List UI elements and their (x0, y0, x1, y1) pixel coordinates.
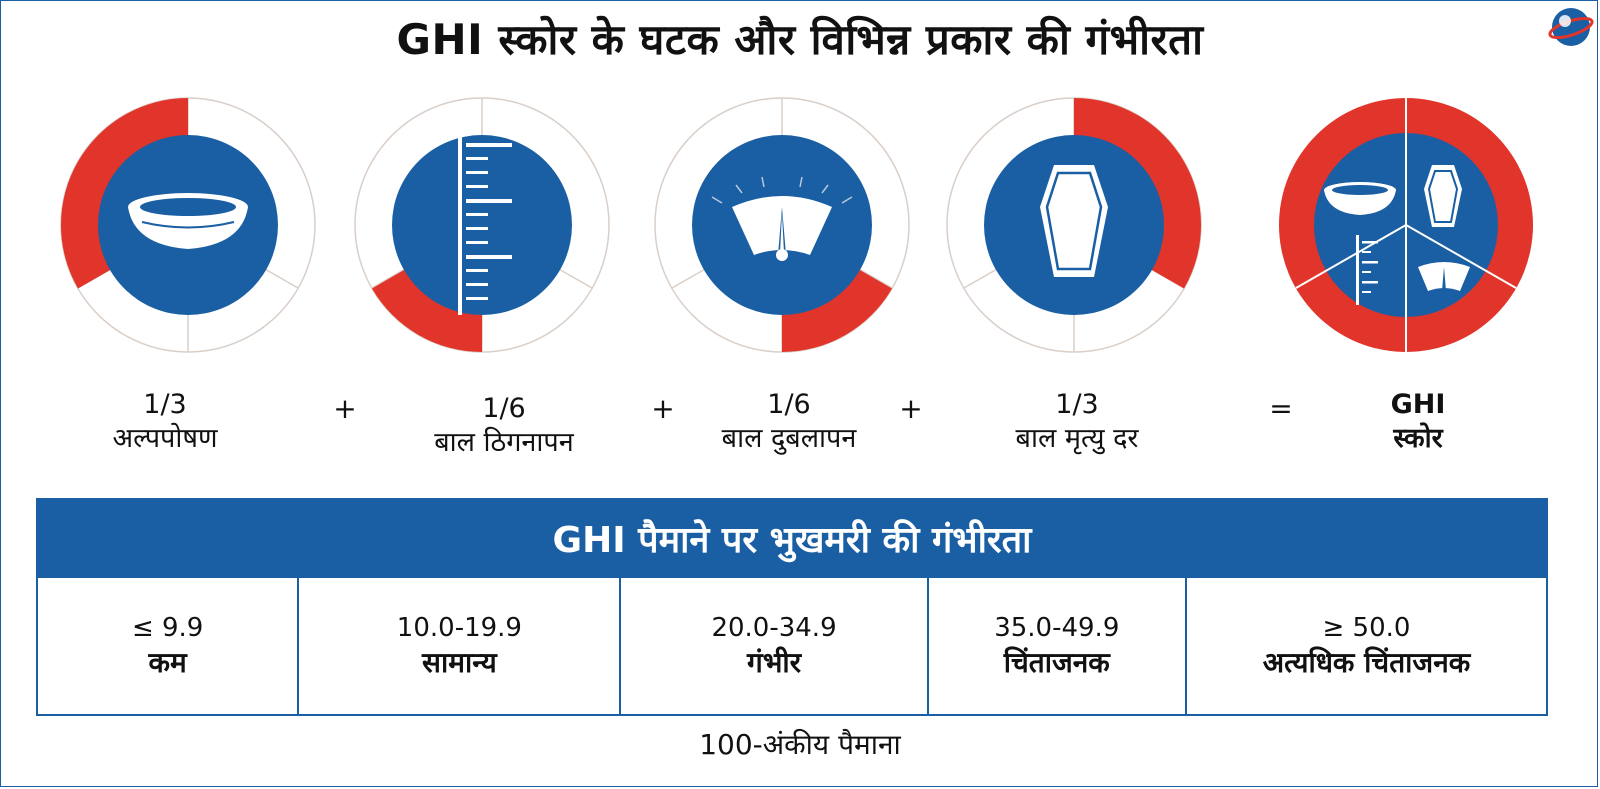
undernourishment-label: अल्पपोषण (112, 423, 218, 454)
child-mortality-caption: 1/3 बाल मृत्यु दर (947, 388, 1207, 456)
child-wasting-chart (654, 97, 910, 353)
scale-footnote: 100-अंकीय पैमाना (699, 728, 901, 761)
severity-range: 35.0-49.9 (994, 613, 1120, 643)
severity-label: अत्यधिक चिंताजनक (1262, 646, 1471, 679)
severity-label: सामान्य (422, 646, 497, 679)
child-wasting-caption: 1/6 बाल दुबलापन (659, 388, 919, 456)
child-stunting-chart (354, 97, 610, 353)
child-stunting-fraction: 1/6 (482, 393, 526, 424)
child-wasting-label: बाल दुबलापन (721, 423, 857, 454)
severity-scale-table: ≤ 9.9 कम 10.0-19.9 सामान्य 20.0-34.9 गंभ… (36, 578, 1548, 716)
plus-operator: + (651, 392, 675, 425)
ghi-score-chart (1279, 98, 1533, 352)
severity-level-alarming: 35.0-49.9 चिंताजनक (929, 578, 1187, 714)
ghi-composite-icon (1324, 165, 1470, 305)
ghi-score-line1: GHI (1390, 389, 1446, 420)
severity-label: कम (148, 646, 187, 679)
severity-range: 20.0-34.9 (711, 613, 837, 643)
severity-range: 10.0-19.9 (396, 613, 522, 643)
ghi-score-line2: स्कोर (1393, 423, 1443, 454)
severity-label: चिंताजनक (1003, 646, 1110, 679)
severity-scale-heading: GHI पैमाने पर भुखमरी की गंभीरता (36, 498, 1548, 578)
bowl-icon (128, 193, 248, 249)
ghi-score-caption: GHI स्कोर (1288, 388, 1548, 456)
child-mortality-chart (946, 97, 1202, 353)
weighing-scale-icon (711, 176, 853, 261)
child-mortality-label: बाल मृत्यु दर (1015, 423, 1139, 454)
child-mortality-fraction: 1/3 (1055, 389, 1099, 420)
undernourishment-chart (60, 97, 316, 353)
coffin-icon (1040, 165, 1108, 277)
severity-level-moderate: 10.0-19.9 सामान्य (299, 578, 622, 714)
severity-level-serious: 20.0-34.9 गंभीर (621, 578, 929, 714)
severity-label: गंभीर (746, 646, 802, 679)
equals-operator: = (1269, 392, 1293, 425)
severity-level-extremely-alarming: ≥ 50.0 अत्यधिक चिंताजनक (1187, 578, 1546, 714)
plus-operator: + (333, 392, 357, 425)
plus-operator: + (899, 392, 923, 425)
height-scale-icon (458, 135, 512, 315)
brand-logo-icon (1548, 8, 1594, 46)
undernourishment-caption: 1/3 अल्पपोषण (35, 388, 295, 456)
severity-range: ≥ 50.0 (1322, 613, 1411, 643)
child-stunting-caption: 1/6 बाल ठिगनापन (374, 392, 634, 460)
severity-range: ≤ 9.9 (131, 613, 204, 643)
child-stunting-label: बाल ठिगनापन (434, 427, 574, 458)
severity-level-low: ≤ 9.9 कम (38, 578, 300, 714)
child-wasting-fraction: 1/6 (767, 389, 811, 420)
undernourishment-fraction: 1/3 (143, 389, 187, 420)
page-title: GHI स्कोर के घटक और विभिन्न प्रकार की गं… (396, 15, 1204, 64)
